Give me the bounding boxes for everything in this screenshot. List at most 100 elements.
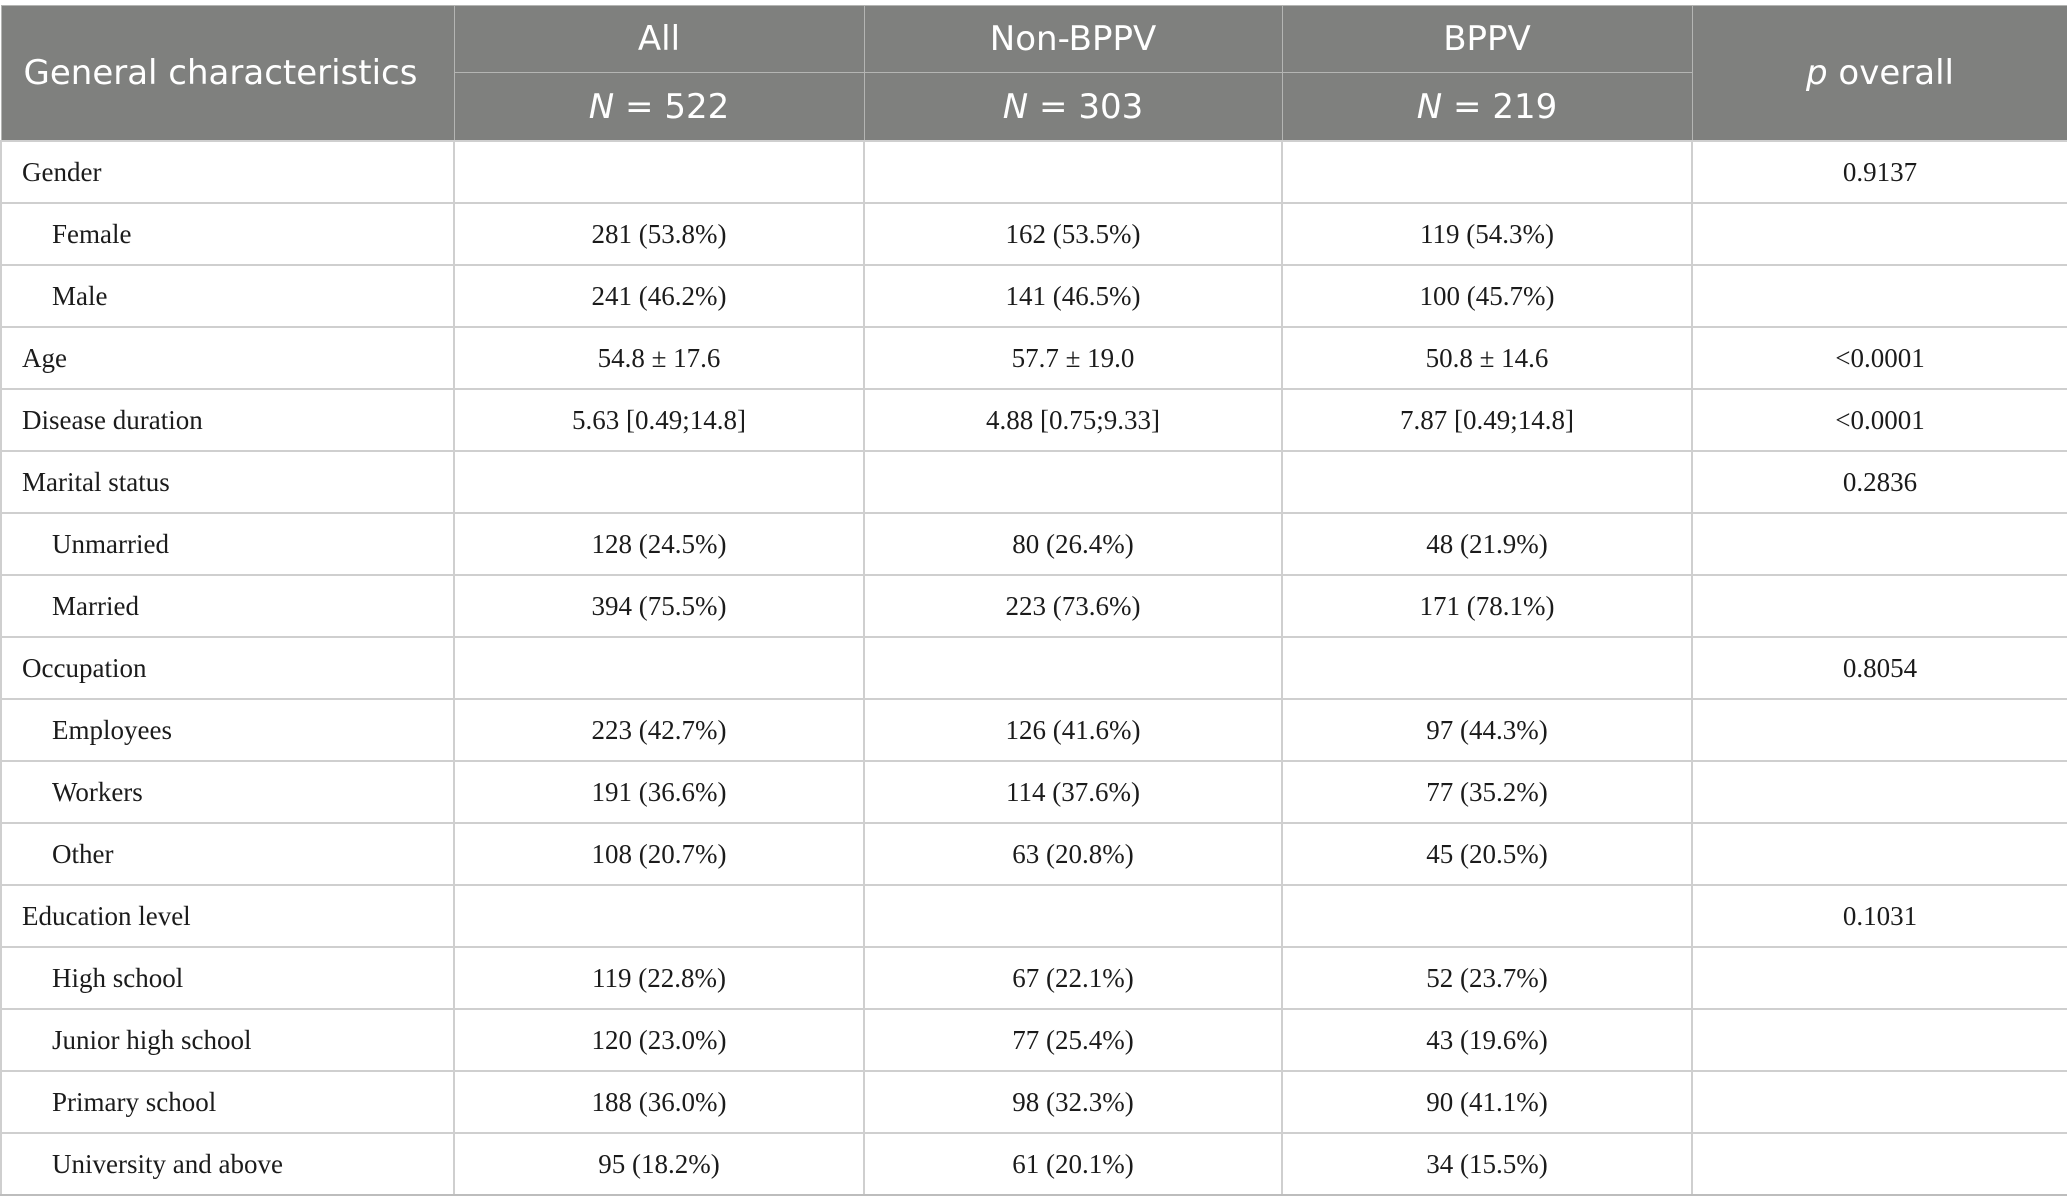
cell-all: 120 (23.0%) xyxy=(453,1008,865,1072)
cell-all xyxy=(453,636,865,700)
cell-non-bppv: 77 (25.4%) xyxy=(863,1008,1283,1072)
characteristics-table: General characteristics All Non-BPPV BPP… xyxy=(0,5,2067,1196)
cell-all xyxy=(453,884,865,948)
cell-non-bppv xyxy=(863,884,1283,948)
cell-p-overall: 0.1031 xyxy=(1691,884,2067,948)
cell-p-overall xyxy=(1691,574,2067,638)
table-row: Employees 223 (42.7%) 126 (41.6%) 97 (44… xyxy=(0,698,2067,762)
n-all-value: = 522 xyxy=(614,86,730,127)
cell-bppv: 48 (21.9%) xyxy=(1281,512,1693,576)
cell-p-overall xyxy=(1691,1070,2067,1134)
header-p-overall: p overall xyxy=(1691,5,2067,142)
cell-non-bppv xyxy=(863,636,1283,700)
cell-all: 241 (46.2%) xyxy=(453,264,865,328)
p-symbol: p xyxy=(1806,53,1828,93)
row-label: Primary school xyxy=(0,1070,455,1134)
n-bppv-value: = 219 xyxy=(1442,86,1558,127)
cell-non-bppv: 162 (53.5%) xyxy=(863,202,1283,266)
table-row: Occupation 0.8054 xyxy=(0,636,2067,700)
cell-all xyxy=(453,450,865,514)
header-n-bppv: N = 219 xyxy=(1281,72,1693,142)
cell-non-bppv xyxy=(863,450,1283,514)
n-non-bppv-value: = 303 xyxy=(1028,86,1144,127)
header-bppv: BPPV xyxy=(1281,5,1693,73)
row-label: Other xyxy=(0,822,455,886)
cell-all: 394 (75.5%) xyxy=(453,574,865,638)
cell-non-bppv: 4.88 [0.75;9.33] xyxy=(863,388,1283,452)
cell-all: 128 (24.5%) xyxy=(453,512,865,576)
cell-all: 191 (36.6%) xyxy=(453,760,865,824)
row-label: University and above xyxy=(0,1132,455,1196)
cell-bppv: 171 (78.1%) xyxy=(1281,574,1693,638)
header-non-bppv: Non-BPPV xyxy=(863,5,1283,73)
cell-bppv: 43 (19.6%) xyxy=(1281,1008,1693,1072)
table-row: High school 119 (22.8%) 67 (22.1%) 52 (2… xyxy=(0,946,2067,1010)
row-label: Education level xyxy=(0,884,455,948)
row-label: Married xyxy=(0,574,455,638)
table-row: Gender 0.9137 xyxy=(0,140,2067,204)
table-row: Junior high school 120 (23.0%) 77 (25.4%… xyxy=(0,1008,2067,1072)
cell-bppv xyxy=(1281,450,1693,514)
table-row: University and above 95 (18.2%) 61 (20.1… xyxy=(0,1132,2067,1196)
header-n-all: N = 522 xyxy=(453,72,865,142)
cell-bppv xyxy=(1281,140,1693,204)
cell-p-overall: <0.0001 xyxy=(1691,388,2067,452)
cell-all: 5.63 [0.49;14.8] xyxy=(453,388,865,452)
cell-non-bppv: 141 (46.5%) xyxy=(863,264,1283,328)
cell-p-overall xyxy=(1691,1008,2067,1072)
cell-p-overall xyxy=(1691,512,2067,576)
cell-p-overall xyxy=(1691,202,2067,266)
cell-all: 223 (42.7%) xyxy=(453,698,865,762)
cell-bppv: 34 (15.5%) xyxy=(1281,1132,1693,1196)
table-row: Male 241 (46.2%) 141 (46.5%) 100 (45.7%) xyxy=(0,264,2067,328)
cell-all: 108 (20.7%) xyxy=(453,822,865,886)
row-label: Age xyxy=(0,326,455,390)
cell-non-bppv: 67 (22.1%) xyxy=(863,946,1283,1010)
row-label: Employees xyxy=(0,698,455,762)
cell-bppv: 45 (20.5%) xyxy=(1281,822,1693,886)
cell-all: 281 (53.8%) xyxy=(453,202,865,266)
cell-bppv: 7.87 [0.49;14.8] xyxy=(1281,388,1693,452)
table-row: Unmarried 128 (24.5%) 80 (26.4%) 48 (21.… xyxy=(0,512,2067,576)
table-row: Primary school 188 (36.0%) 98 (32.3%) 90… xyxy=(0,1070,2067,1134)
cell-bppv xyxy=(1281,884,1693,948)
table-row: Age 54.8 ± 17.6 57.7 ± 19.0 50.8 ± 14.6 … xyxy=(0,326,2067,390)
n-symbol: N xyxy=(588,86,615,127)
row-label: Junior high school xyxy=(0,1008,455,1072)
row-label: Marital status xyxy=(0,450,455,514)
cell-bppv: 97 (44.3%) xyxy=(1281,698,1693,762)
cell-bppv: 100 (45.7%) xyxy=(1281,264,1693,328)
table-header: General characteristics All Non-BPPV BPP… xyxy=(0,5,2067,142)
n-symbol: N xyxy=(1002,86,1029,127)
header-all: All xyxy=(453,5,865,73)
cell-all xyxy=(453,140,865,204)
table-row: Disease duration 5.63 [0.49;14.8] 4.88 [… xyxy=(0,388,2067,452)
cell-all: 95 (18.2%) xyxy=(453,1132,865,1196)
cell-p-overall xyxy=(1691,1132,2067,1196)
header-characteristics: General characteristics xyxy=(0,5,455,142)
row-label: Male xyxy=(0,264,455,328)
cell-bppv xyxy=(1281,636,1693,700)
table-row: Workers 191 (36.6%) 114 (37.6%) 77 (35.2… xyxy=(0,760,2067,824)
cell-p-overall: 0.2836 xyxy=(1691,450,2067,514)
cell-non-bppv: 57.7 ± 19.0 xyxy=(863,326,1283,390)
table-row: Marital status 0.2836 xyxy=(0,450,2067,514)
cell-all: 119 (22.8%) xyxy=(453,946,865,1010)
cell-p-overall: <0.0001 xyxy=(1691,326,2067,390)
cell-non-bppv: 98 (32.3%) xyxy=(863,1070,1283,1134)
table-row: Other 108 (20.7%) 63 (20.8%) 45 (20.5%) xyxy=(0,822,2067,886)
cell-non-bppv: 223 (73.6%) xyxy=(863,574,1283,638)
cell-all: 188 (36.0%) xyxy=(453,1070,865,1134)
cell-p-overall xyxy=(1691,822,2067,886)
table-row: Education level 0.1031 xyxy=(0,884,2067,948)
n-symbol: N xyxy=(1416,86,1443,127)
cell-bppv: 52 (23.7%) xyxy=(1281,946,1693,1010)
cell-non-bppv xyxy=(863,140,1283,204)
p-overall-label: overall xyxy=(1827,53,1954,93)
table-row: Married 394 (75.5%) 223 (73.6%) 171 (78.… xyxy=(0,574,2067,638)
cell-p-overall xyxy=(1691,760,2067,824)
cell-p-overall: 0.9137 xyxy=(1691,140,2067,204)
cell-bppv: 90 (41.1%) xyxy=(1281,1070,1693,1134)
row-label: Unmarried xyxy=(0,512,455,576)
cell-p-overall: 0.8054 xyxy=(1691,636,2067,700)
